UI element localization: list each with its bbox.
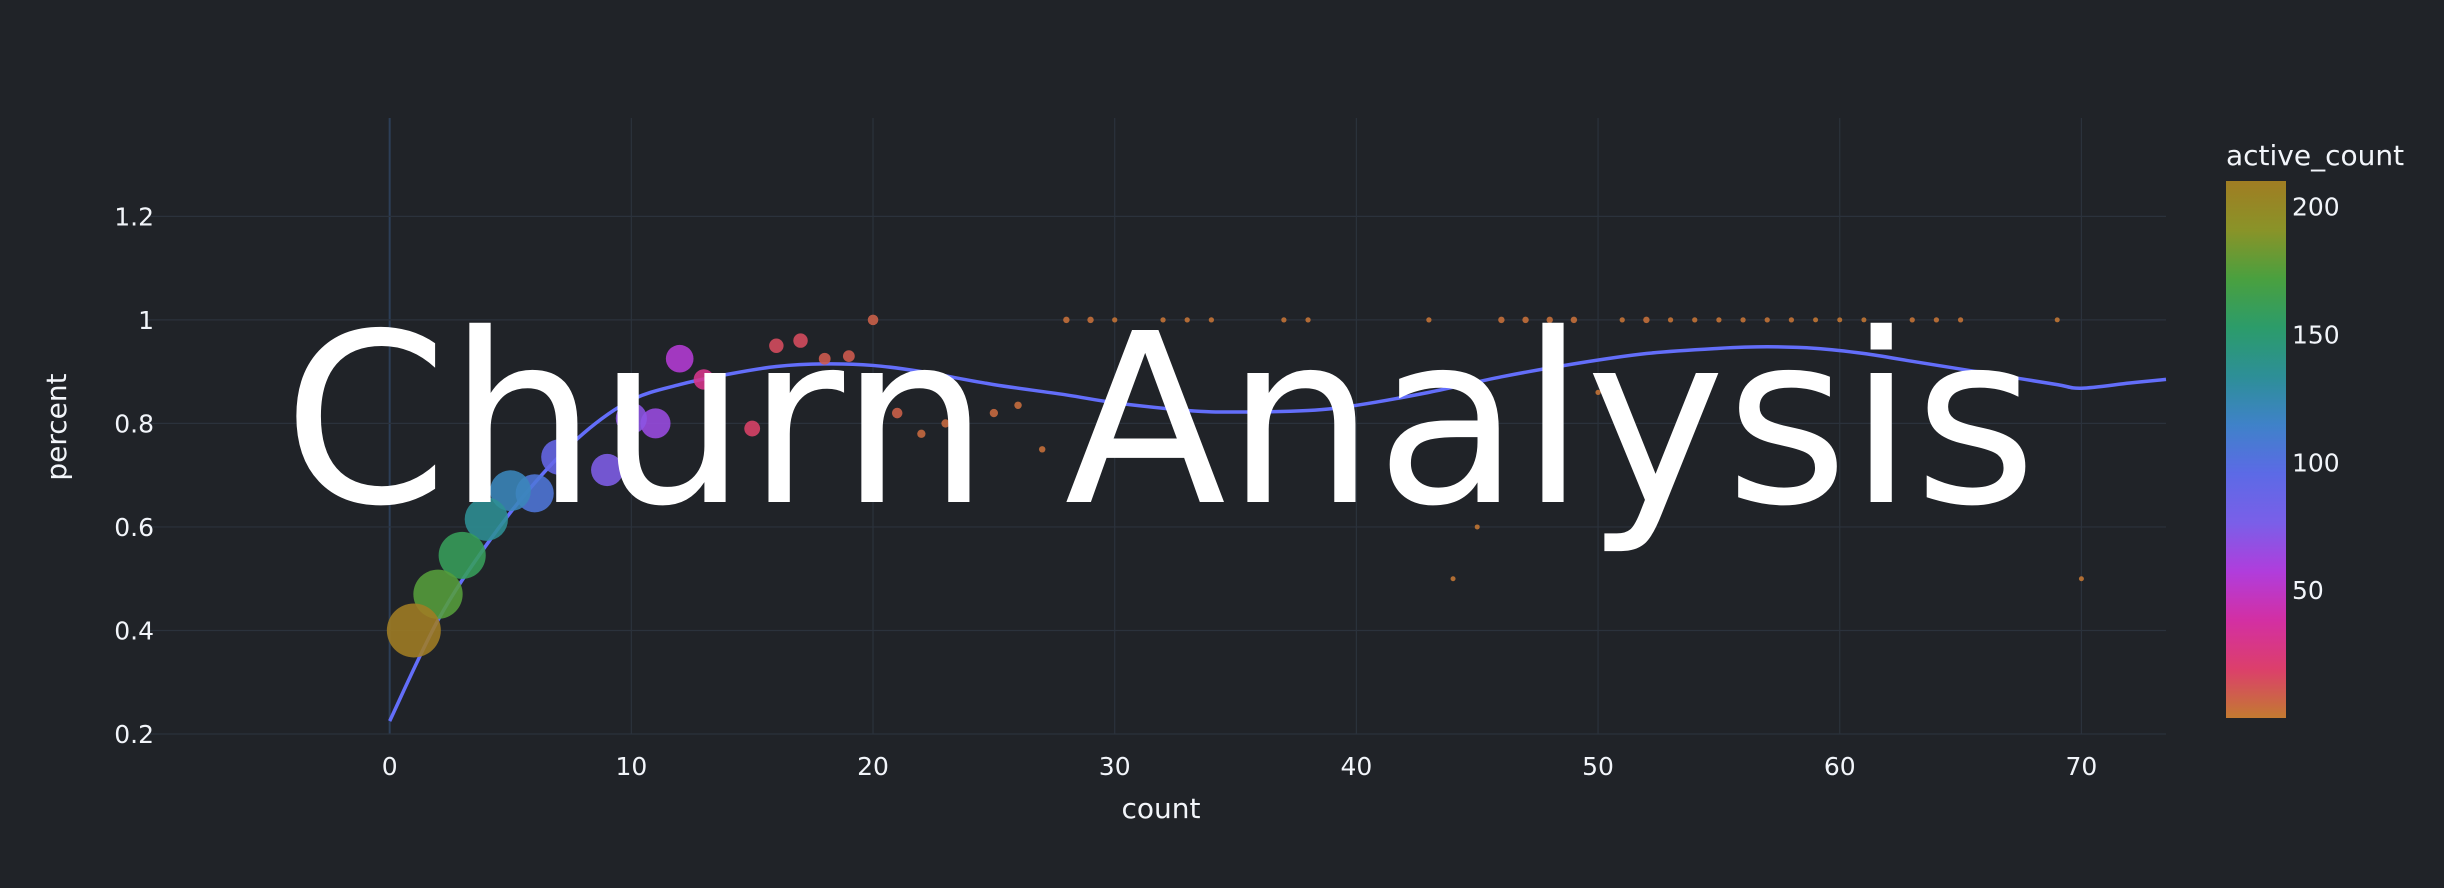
- data-point: [1933, 317, 1940, 323]
- data-point: [1112, 317, 1118, 323]
- y-tick-label: 1: [138, 306, 154, 335]
- trend-line-layer: [388, 345, 2167, 722]
- data-point: [1426, 317, 1432, 323]
- data-point: [1716, 317, 1722, 323]
- data-point: [615, 402, 647, 434]
- data-point: [793, 333, 808, 348]
- data-point: [1788, 317, 1795, 323]
- data-point: [1667, 317, 1674, 323]
- data-point: [1014, 401, 1022, 410]
- data-point: [1087, 316, 1094, 324]
- x-tick-label: 70: [2066, 752, 2098, 781]
- colorbar-tick-label: 150: [2292, 320, 2340, 349]
- data-point: [769, 338, 784, 353]
- data-point: [1909, 317, 1915, 323]
- data-point: [1740, 317, 1746, 323]
- data-point: [2054, 317, 2060, 323]
- data-point: [2078, 576, 2084, 582]
- axis-ticks: 0 10 20 30 40 50 60 70 0.2 0.4 0.6 0.8 1 1.2: [114, 202, 2097, 781]
- data-point: [1837, 317, 1843, 323]
- colorbar-title: active_count: [2226, 139, 2404, 172]
- data-point: [464, 497, 508, 541]
- data-point: [693, 369, 715, 390]
- data-point: [941, 419, 950, 428]
- data-point: [1861, 317, 1867, 323]
- y-tick-label: 0.6: [114, 513, 154, 542]
- chart-title: Churn Analysis: [283, 283, 2037, 558]
- trend-line: [388, 345, 2167, 722]
- y-tick-label: 0.2: [114, 720, 154, 749]
- data-point: [1764, 317, 1770, 323]
- data-point: [989, 408, 999, 418]
- data-point: [1305, 317, 1311, 323]
- data-point: [541, 439, 577, 475]
- data-point: [386, 603, 441, 658]
- data-point: [591, 453, 624, 487]
- data-point: [1546, 316, 1553, 324]
- colorbar-tick-label: 100: [2292, 448, 2340, 477]
- data-point: [1474, 524, 1480, 530]
- data-point: [917, 429, 926, 438]
- data-point: [1570, 316, 1578, 324]
- data-point: [1643, 316, 1650, 324]
- data-point: [842, 350, 855, 363]
- data-point: [438, 531, 486, 579]
- x-tick-label: 10: [615, 752, 647, 781]
- data-point: [1498, 316, 1505, 324]
- data-point: [665, 344, 694, 373]
- x-tick-label: 40: [1340, 752, 1372, 781]
- colorbar-tick-label: 200: [2292, 193, 2340, 222]
- data-point: [867, 314, 879, 326]
- data-point: [1450, 576, 1456, 582]
- x-axis-title: count: [1122, 792, 1201, 825]
- y-tick-label: 0.8: [114, 409, 154, 438]
- colorbar-gradient-bar: [2226, 181, 2286, 718]
- colorbar-tick-label: 50: [2292, 576, 2324, 605]
- data-point: [1184, 317, 1190, 323]
- data-point: [1208, 317, 1215, 323]
- y-tick-label: 1.2: [114, 202, 154, 231]
- data-point: [1522, 316, 1529, 324]
- data-point: [1281, 317, 1287, 323]
- colorbar: active_count 50 100 150 200: [2226, 139, 2404, 718]
- x-tick-label: 20: [857, 752, 889, 781]
- data-point: [818, 352, 831, 365]
- x-tick-label: 30: [1099, 752, 1131, 781]
- x-tick-label: 50: [1582, 752, 1614, 781]
- y-tick-label: 0.4: [114, 616, 154, 645]
- data-point: [1619, 317, 1625, 323]
- data-point: [490, 470, 531, 512]
- scatter-points: [386, 314, 2084, 658]
- data-point: [1160, 317, 1166, 323]
- data-point: [1595, 389, 1601, 395]
- data-point: [1136, 446, 1142, 452]
- x-tick-label: 0: [382, 752, 398, 781]
- data-point: [1813, 317, 1819, 323]
- x-tick-label: 60: [1824, 752, 1856, 781]
- y-axis-title: percent: [40, 373, 73, 480]
- data-point: [1957, 317, 1964, 323]
- data-point: [1692, 317, 1698, 323]
- data-point: [891, 407, 903, 419]
- data-point: [744, 420, 761, 437]
- data-point: [1038, 446, 1046, 453]
- data-point: [1063, 316, 1070, 324]
- data-point: [640, 408, 671, 439]
- data-point: [1885, 490, 1891, 496]
